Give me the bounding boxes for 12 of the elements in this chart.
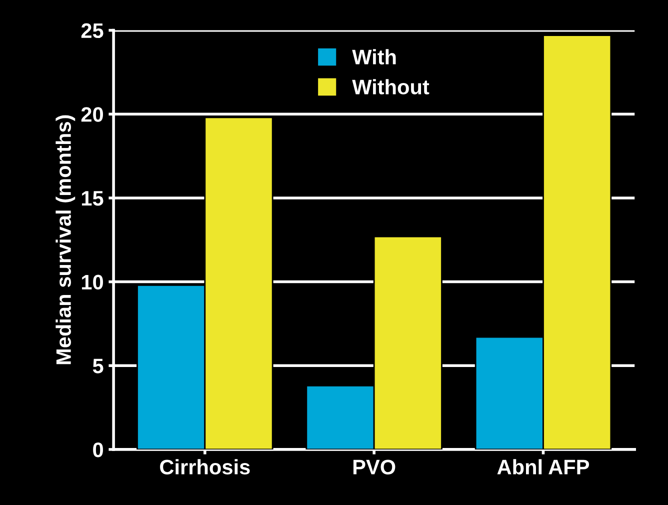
- legend-label: Without: [352, 79, 430, 94]
- legend-label: With: [352, 49, 396, 64]
- y-tick-label: 25: [81, 23, 104, 38]
- y-tick-label: 15: [82, 191, 104, 206]
- x-tick-label: Cirrhosis: [160, 459, 250, 474]
- y-tick-label: 5: [92, 358, 104, 374]
- y-tick-label: 20: [81, 107, 103, 122]
- y-axis-title: Median survival (months): [56, 115, 76, 364]
- y-tick-label: 10: [82, 274, 103, 290]
- y-tick-label: 0: [93, 442, 103, 458]
- x-tick-label: PVO: [353, 460, 396, 474]
- x-tick-label: Abnl AFP: [497, 459, 590, 474]
